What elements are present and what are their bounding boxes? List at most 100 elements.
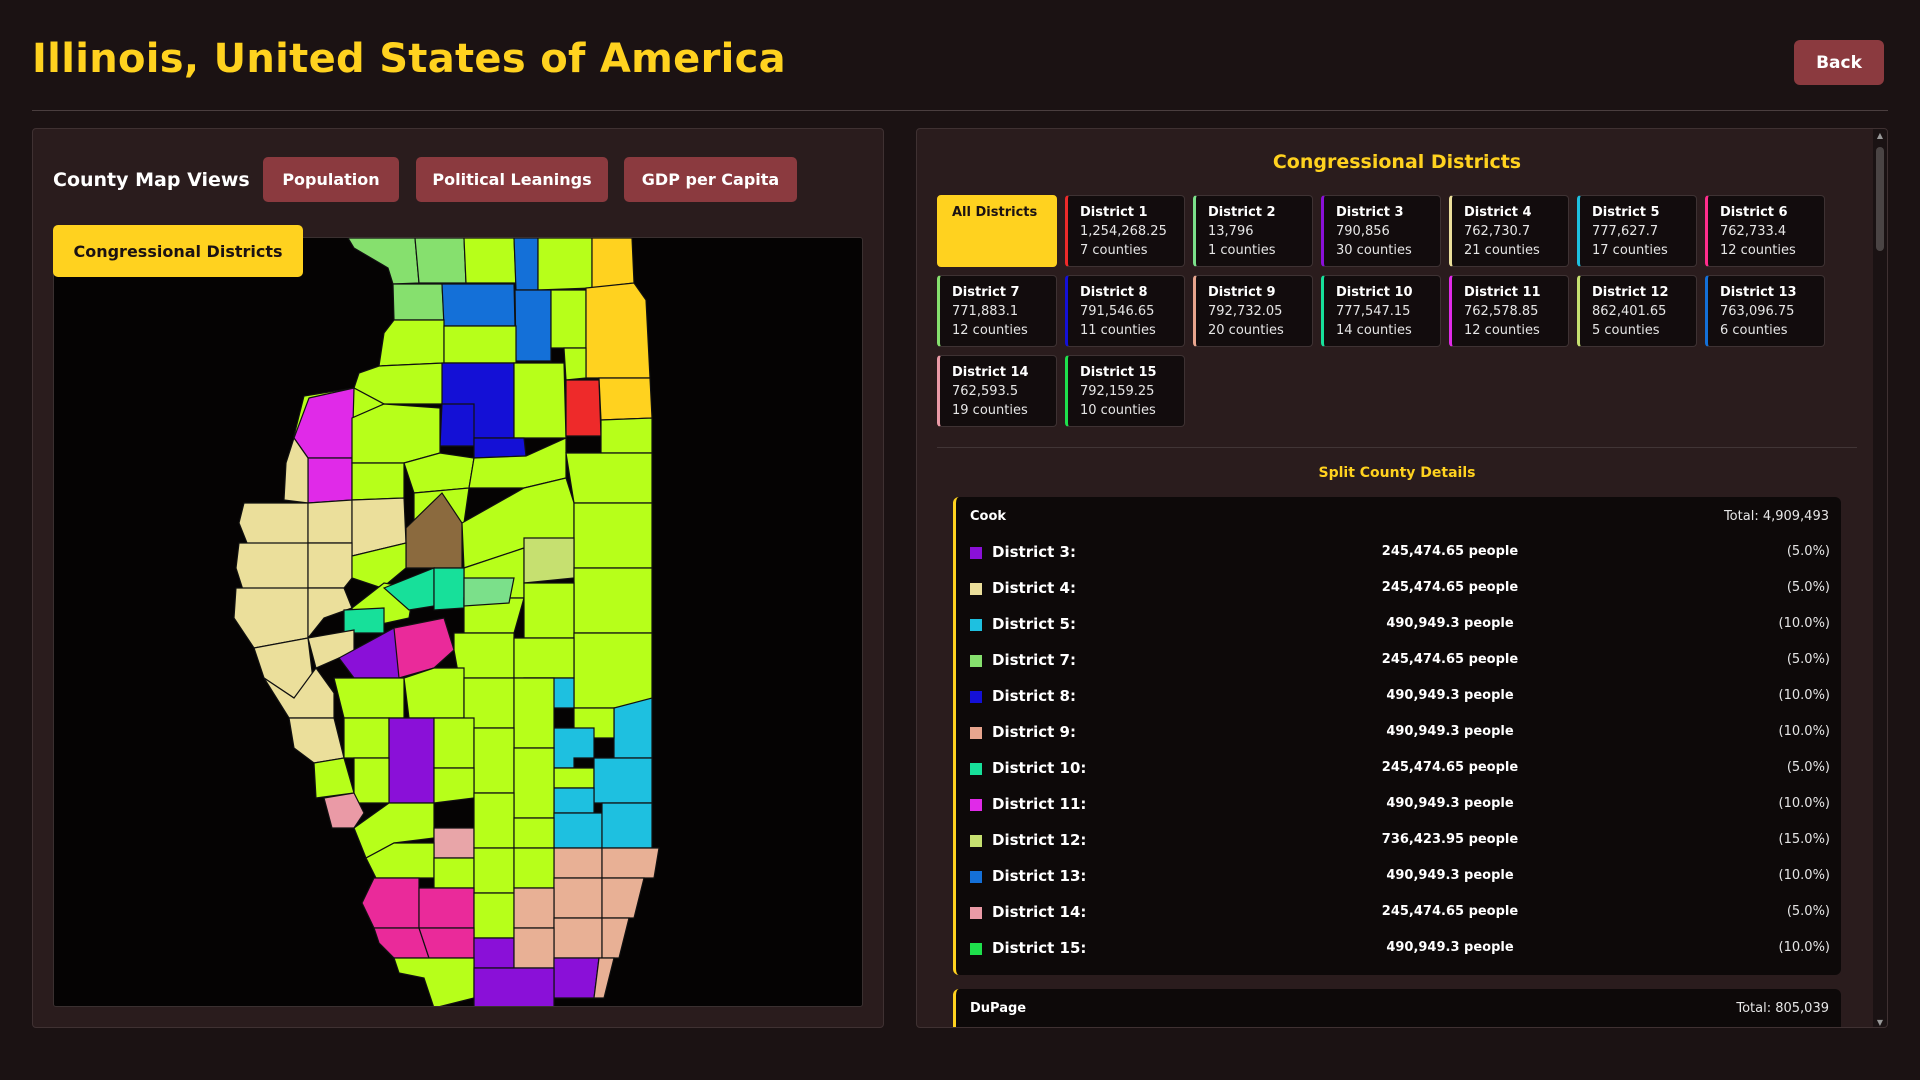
county-region[interactable] [565, 452, 653, 504]
county-region[interactable] [433, 827, 475, 859]
county-region[interactable] [573, 567, 653, 634]
county-region[interactable] [553, 957, 600, 999]
gdp-view-button[interactable]: GDP per Capita [624, 157, 797, 202]
district-card[interactable]: District 3 790,856 30 counties [1321, 195, 1441, 267]
county-region[interactable] [613, 697, 653, 759]
county-region[interactable] [513, 747, 555, 819]
county-region[interactable] [288, 717, 345, 764]
county-region[interactable] [513, 677, 555, 749]
county-region[interactable] [433, 567, 465, 611]
panel-scrollbar[interactable]: ▲ ▼ [1873, 129, 1887, 1027]
county-region[interactable] [414, 238, 467, 284]
district-card[interactable]: District 8 791,546.65 11 counties [1065, 275, 1185, 347]
county-region[interactable] [550, 289, 587, 349]
population-view-button[interactable]: Population [263, 157, 399, 202]
congressional-districts-view-button[interactable]: Congressional Districts [53, 225, 303, 277]
scroll-up-arrow-icon[interactable]: ▲ [1876, 131, 1884, 140]
county-region[interactable] [593, 957, 615, 999]
county-region[interactable] [553, 727, 595, 769]
county-region[interactable] [591, 238, 635, 289]
county-region[interactable] [378, 319, 445, 367]
county-region[interactable] [600, 417, 653, 454]
county-region[interactable] [433, 857, 475, 889]
county-region[interactable] [601, 802, 653, 849]
county-region[interactable] [473, 847, 515, 894]
county-region[interactable] [514, 289, 552, 362]
county-region[interactable] [443, 325, 517, 364]
county-region[interactable] [418, 887, 475, 929]
county-region[interactable] [513, 847, 555, 889]
county-region[interactable] [333, 677, 405, 719]
district-card[interactable]: District 1 1,254,268.25 7 counties [1065, 195, 1185, 267]
scroll-thumb[interactable] [1876, 147, 1884, 251]
district-card[interactable]: District 15 792,159.25 10 counties [1065, 355, 1185, 427]
district-card[interactable]: District 6 762,733.4 12 counties [1705, 195, 1825, 267]
county-region[interactable] [393, 617, 455, 679]
county-region[interactable] [473, 437, 527, 459]
county-region[interactable] [433, 717, 475, 769]
county-region[interactable] [323, 792, 365, 829]
county-region[interactable] [585, 282, 651, 379]
county-region[interactable] [313, 757, 355, 799]
county-region[interactable] [403, 667, 465, 719]
county-region[interactable] [523, 582, 575, 639]
scroll-down-arrow-icon[interactable]: ▼ [1876, 1018, 1884, 1027]
county-region[interactable] [343, 717, 390, 759]
county-region[interactable] [235, 542, 309, 594]
district-card[interactable]: District 2 13,796 1 counties [1193, 195, 1313, 267]
county-region[interactable] [553, 877, 603, 919]
county-region[interactable] [553, 812, 603, 849]
county-region[interactable] [553, 847, 603, 879]
county-region[interactable] [601, 877, 645, 919]
county-region[interactable] [307, 542, 353, 589]
county-region[interactable] [283, 436, 309, 504]
illinois-district-map[interactable] [54, 238, 863, 1007]
county-region[interactable] [598, 377, 653, 421]
district-card[interactable]: District 11 762,578.85 12 counties [1449, 275, 1569, 347]
district-card[interactable]: District 12 862,401.65 5 counties [1577, 275, 1697, 347]
county-region[interactable] [513, 362, 567, 439]
county-region[interactable] [523, 537, 575, 584]
county-region[interactable] [343, 607, 385, 634]
county-region[interactable] [537, 238, 593, 291]
county-region[interactable] [353, 757, 390, 804]
county-map[interactable] [53, 237, 863, 1007]
county-region[interactable] [601, 847, 660, 879]
county-region[interactable] [553, 787, 595, 814]
county-region[interactable] [463, 577, 515, 607]
district-card[interactable]: District 9 792,732.05 20 counties [1193, 275, 1313, 347]
county-region[interactable] [513, 817, 555, 849]
county-region[interactable] [513, 238, 539, 291]
district-card[interactable]: District 13 763,096.75 6 counties [1705, 275, 1825, 347]
district-card[interactable]: District 4 762,730.7 21 counties [1449, 195, 1569, 267]
county-region[interactable] [351, 542, 407, 589]
county-region[interactable] [573, 502, 653, 569]
county-region[interactable] [351, 403, 441, 464]
county-region[interactable] [307, 587, 353, 640]
county-region[interactable] [473, 727, 515, 794]
county-region[interactable] [473, 937, 515, 969]
county-region[interactable] [473, 967, 555, 1007]
county-region[interactable] [393, 957, 475, 1007]
county-region[interactable] [392, 283, 445, 321]
county-region[interactable] [473, 892, 515, 939]
district-card[interactable]: District 5 777,627.7 17 counties [1577, 195, 1697, 267]
county-region[interactable] [418, 927, 475, 959]
county-region[interactable] [513, 927, 555, 969]
county-region[interactable] [463, 238, 517, 284]
district-card[interactable]: District 7 771,883.1 12 counties [937, 275, 1057, 347]
county-region[interactable] [473, 792, 515, 849]
back-button[interactable]: Back [1794, 40, 1884, 85]
county-region[interactable] [563, 347, 587, 381]
all-districts-card[interactable]: All Districts [937, 195, 1057, 267]
county-region[interactable] [601, 917, 630, 959]
county-region[interactable] [433, 767, 475, 804]
county-region[interactable] [441, 283, 516, 327]
county-region[interactable] [439, 403, 475, 447]
county-region[interactable] [553, 917, 603, 959]
political-leanings-view-button[interactable]: Political Leanings [416, 157, 608, 202]
county-region[interactable] [513, 637, 575, 679]
county-region[interactable] [388, 717, 435, 804]
county-region[interactable] [593, 757, 653, 804]
county-region[interactable] [238, 502, 309, 549]
